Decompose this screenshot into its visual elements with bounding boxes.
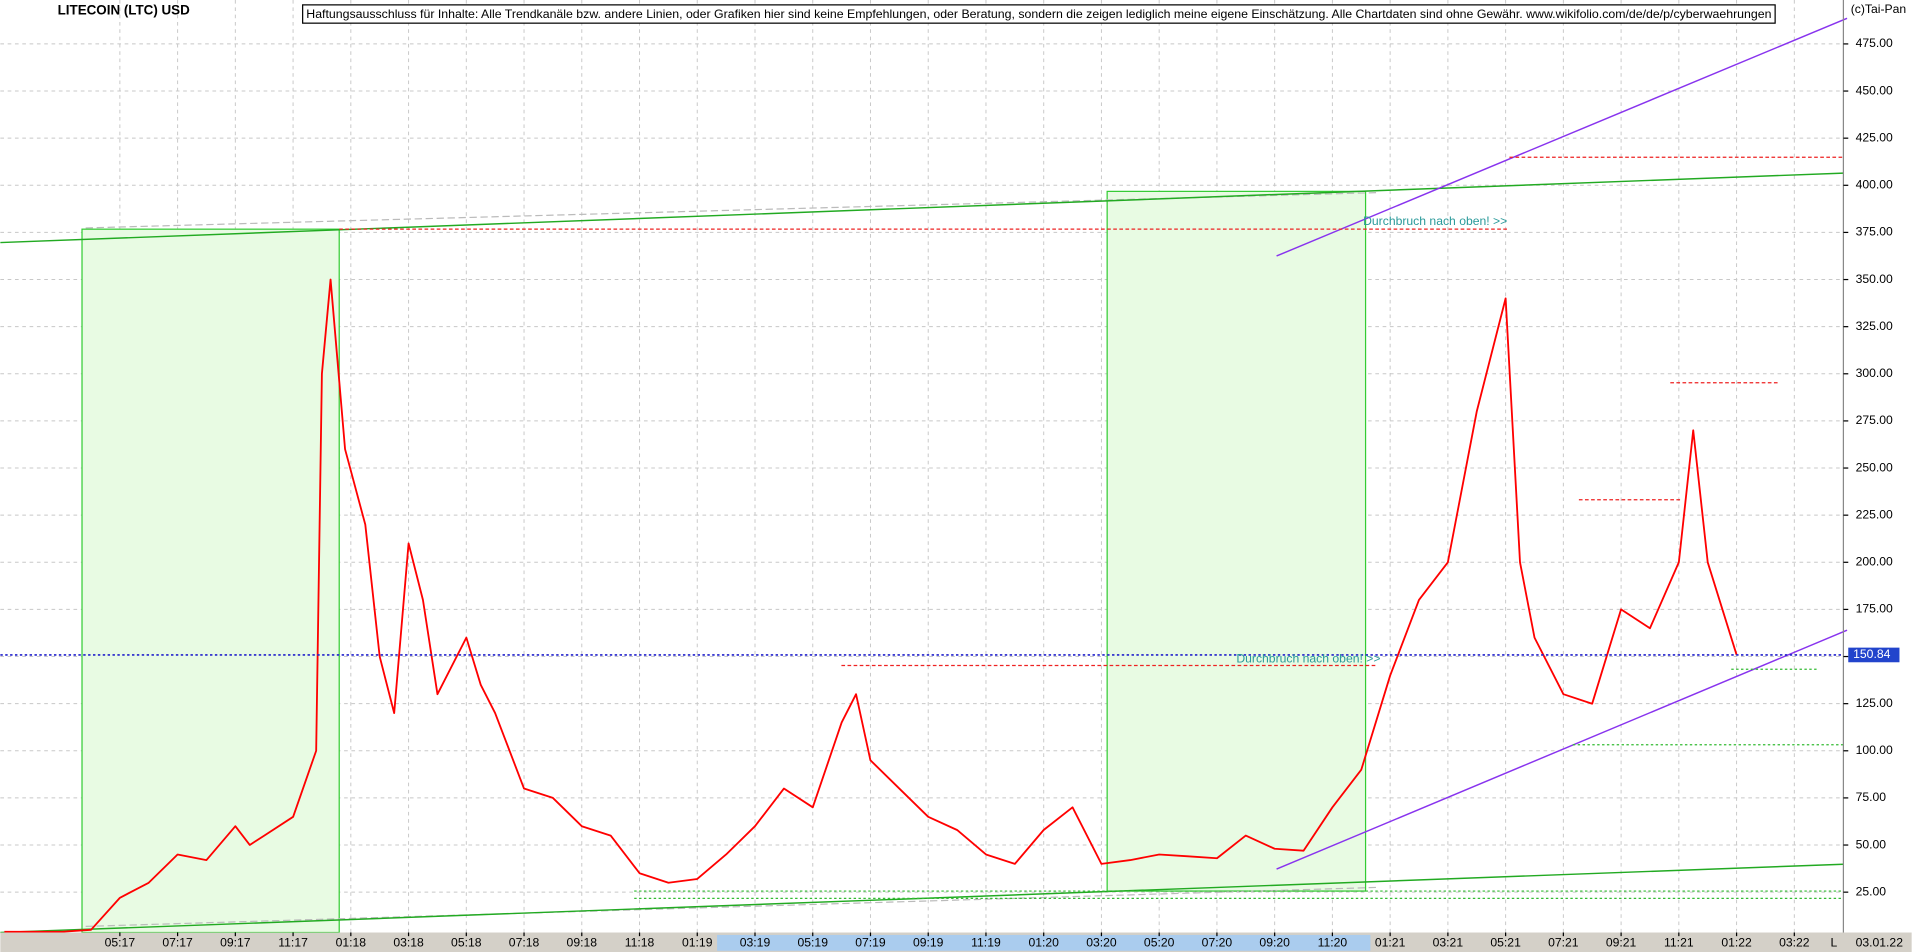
- annotation: Durchbruch nach oben! >>: [1236, 652, 1380, 666]
- y-tick-label: 450.00: [1856, 83, 1893, 97]
- x-tick-label: 11:20: [1318, 936, 1348, 950]
- last-value-box: [1848, 647, 1900, 663]
- y-tick-label: 325.00: [1856, 319, 1893, 333]
- x-tick-label: 09:19: [913, 936, 944, 950]
- x-tick-label: 11:21: [1664, 936, 1694, 950]
- x-tick-label: 05:20: [1144, 936, 1175, 950]
- x-tick-label: 01:18: [336, 936, 367, 950]
- x-tick-label: 03:22: [1779, 936, 1810, 950]
- y-tick-label: 175.00: [1856, 602, 1893, 616]
- x-tick-label: 07:19: [855, 936, 886, 950]
- x-tick-label: 05:21: [1490, 936, 1521, 950]
- x-tick-label: 03:20: [1086, 936, 1117, 950]
- y-tick-label: 100.00: [1856, 743, 1893, 757]
- copyright: (c)Tai-Pan: [1851, 2, 1906, 16]
- x-tick-label: 11:18: [625, 936, 655, 950]
- annotation: Durchbruch nach oben! >>: [1363, 214, 1507, 228]
- y-tick-label: 75.00: [1856, 790, 1887, 804]
- x-tick-label: 03:18: [393, 936, 424, 950]
- y-tick-label: 50.00: [1856, 837, 1887, 851]
- y-tick-label: 300.00: [1856, 366, 1893, 380]
- x-tick-label: 09:18: [567, 936, 598, 950]
- x-tick-label: 07:18: [509, 936, 540, 950]
- x-tick-label: 11:19: [971, 936, 1001, 950]
- x-tick-label: 01:19: [682, 936, 713, 950]
- x-tick-label: 03:19: [740, 936, 771, 950]
- trend-line: [1276, 17, 1848, 257]
- last-value-label: 150.84: [1853, 647, 1890, 661]
- x-tick-label: 05:17: [105, 936, 136, 950]
- zone-box: [81, 228, 340, 934]
- axes: 25.0050.0075.00100.00125.00150.00175.002…: [105, 36, 1900, 950]
- zone-box: [1106, 190, 1367, 892]
- y-tick-label: 425.00: [1856, 130, 1893, 144]
- x-tick-label: 07:20: [1202, 936, 1233, 950]
- y-tick-label: 275.00: [1856, 413, 1893, 427]
- x-tick-label: 09:21: [1606, 936, 1637, 950]
- x-tick-label: 01:22: [1721, 936, 1752, 950]
- plot: [0, 278, 1844, 933]
- y-tick-label: 375.00: [1856, 225, 1893, 239]
- x-tick-label: 03:21: [1433, 936, 1464, 950]
- x-tick-label: 07:17: [162, 936, 193, 950]
- x-axis-highlight: [717, 934, 1371, 951]
- trend-line: [1276, 629, 1848, 870]
- scale-label: L: [1831, 936, 1838, 950]
- price-line: [4, 278, 1738, 933]
- x-tick-label: 01:20: [1028, 936, 1059, 950]
- x-tick-label: 07:21: [1548, 936, 1579, 950]
- y-tick-label: 200.00: [1856, 555, 1893, 569]
- x-tick-label: 05:19: [798, 936, 829, 950]
- disclaimer: Haftungsausschluss für Inhalte: Alle Tre…: [306, 7, 1771, 21]
- x-tick-label: 09:20: [1259, 936, 1290, 950]
- x-tick-label: 11:17: [278, 936, 308, 950]
- disclaimer-box: [302, 4, 1776, 24]
- trend-line: [85, 886, 1378, 928]
- x-tick-label: 09:17: [220, 936, 251, 950]
- x-tick-label: 05:18: [451, 936, 482, 950]
- x-tick-label: 01:21: [1375, 936, 1406, 950]
- y-tick-label: 350.00: [1856, 272, 1893, 286]
- date-label: 03.01.22: [1856, 936, 1904, 950]
- y-tick-label: 25.00: [1856, 884, 1887, 898]
- y-tick-label: 125.00: [1856, 696, 1893, 710]
- chart-title: LITECOIN (LTC) USD: [58, 3, 190, 18]
- levels: [339, 156, 1844, 667]
- y-tick-label: 475.00: [1856, 36, 1893, 50]
- support-levels: [634, 668, 1844, 899]
- trend-line: [0, 172, 1844, 244]
- y-tick-label: 250.00: [1856, 460, 1893, 474]
- y-tick-label: 400.00: [1856, 178, 1893, 192]
- y-tick-label: 225.00: [1856, 507, 1893, 521]
